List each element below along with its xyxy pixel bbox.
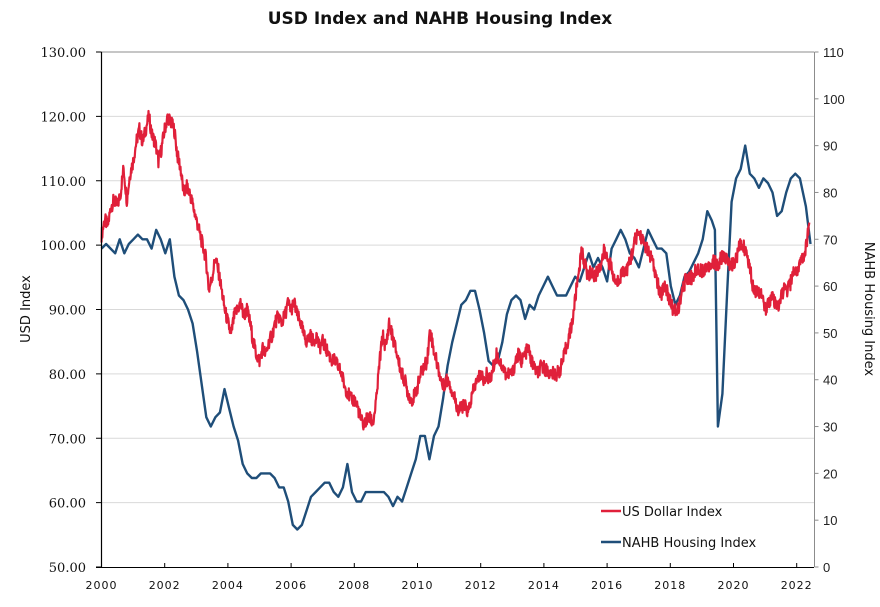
right-tick-label: 50 — [823, 326, 837, 341]
y2-axis-label: NAHB Housing Index — [861, 242, 876, 377]
right-tick-label: 10 — [823, 513, 837, 528]
x-tick-label: 2004 — [212, 579, 244, 592]
left-tick-label: 80.00 — [49, 368, 86, 383]
x-tick-label: 2008 — [338, 579, 370, 592]
chart-title: USD Index and NAHB Housing Index — [268, 9, 613, 29]
x-tick-label: 2010 — [402, 579, 434, 592]
legend-label-nahb: NAHB Housing Index — [622, 536, 757, 551]
left-tick-label: 60.00 — [49, 497, 86, 512]
right-tick-label: 0 — [823, 560, 830, 575]
left-tick-label: 100.00 — [41, 239, 87, 254]
x-tick-label: 2016 — [591, 579, 623, 592]
right-tick-label: 110 — [823, 45, 844, 60]
series-layer — [100, 109, 812, 531]
left-tick-label: 130.00 — [41, 46, 87, 61]
left-tick-label: 70.00 — [49, 432, 86, 447]
right-tick-label: 60 — [823, 279, 837, 294]
left-tick-label: 110.00 — [41, 175, 87, 190]
right-axis-ticks: 0 10 20 30 40 50 60 70 80 90 100 110 — [814, 45, 845, 575]
right-tick-label: 90 — [823, 139, 837, 154]
legend-label-usd: US Dollar Index — [622, 505, 723, 520]
x-tick-label: 2014 — [528, 579, 560, 592]
y-axis-label: USD Index — [19, 275, 34, 343]
left-tick-label: 90.00 — [49, 304, 86, 319]
right-tick-label: 70 — [823, 232, 837, 247]
x-tick-label: 2012 — [465, 579, 497, 592]
right-tick-label: 100 — [823, 92, 845, 107]
usd-index-line — [100, 109, 811, 431]
right-tick-label: 80 — [823, 185, 837, 200]
left-axis-ticks: 50.00 60.00 70.00 80.00 90.00 100.00 110.00 120… — [41, 46, 102, 576]
legend: US Dollar Index NAHB Housing Index — [601, 505, 757, 551]
left-tick-label: 120.00 — [41, 110, 87, 125]
x-tick-label: 2018 — [654, 579, 686, 592]
gridlines — [101, 115, 815, 504]
x-tick-label: 2022 — [781, 579, 813, 592]
x-axis-ticks: 2000 2002 2004 2006 2008 2010 2012 2014 2016 2018… — [86, 563, 813, 592]
right-tick-label: 20 — [823, 466, 837, 481]
left-tick-label: 50.00 — [49, 561, 86, 576]
right-tick-label: 40 — [823, 373, 837, 388]
x-tick-label: 2006 — [275, 579, 307, 592]
x-tick-label: 2002 — [149, 579, 181, 592]
x-tick-label: 2020 — [718, 579, 750, 592]
nahb-index-line — [100, 144, 812, 531]
right-tick-label: 30 — [823, 420, 837, 435]
x-tick-label: 2000 — [86, 579, 118, 592]
